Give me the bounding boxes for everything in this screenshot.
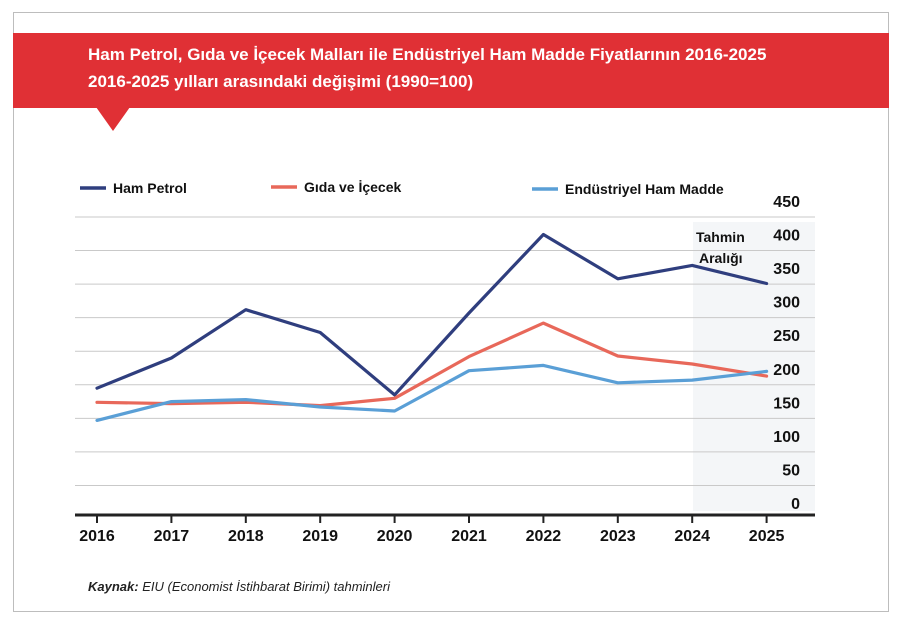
title-line-2: 2016-2025 yılları arasındaki değişimi (1…	[88, 72, 474, 91]
series-line-endustriyel	[95, 363, 769, 422]
y-tick-label: 0	[791, 496, 800, 513]
y-tick-label: 350	[773, 261, 800, 278]
x-tick-labels: 2016 2017 2018 2019 2020 2021 2022 2023 2024 2025	[79, 528, 784, 545]
y-tick-labels: 450 400 350 300 250 200 150 100 50 0	[773, 194, 800, 513]
x-tick-label: 2021	[451, 528, 487, 545]
legend-label-endustriyel: Endüstriyel Ham Madde	[565, 181, 724, 197]
y-tick-label: 450	[773, 194, 800, 211]
y-tick-label: 100	[773, 429, 800, 446]
y-tick-label: 150	[773, 395, 800, 412]
series-line-gida	[95, 321, 769, 408]
forecast-label-line-2: Aralığı	[699, 250, 743, 266]
x-tick-label: 2017	[154, 528, 190, 545]
source-note: Kaynak: EIU (Economist İstihbarat Birimi…	[88, 579, 390, 594]
x-tick-label: 2024	[674, 528, 710, 545]
legend-label-ham_petrol: Ham Petrol	[113, 180, 187, 196]
grid-lines	[75, 216, 815, 486]
x-axis	[75, 513, 815, 523]
source-label: Kaynak:	[88, 579, 139, 594]
x-tick-label: 2018	[228, 528, 264, 545]
y-tick-label: 400	[773, 228, 800, 245]
x-tick-label: 2023	[600, 528, 636, 545]
y-tick-label: 50	[782, 462, 800, 479]
series-line-ham_petrol	[95, 232, 769, 397]
x-tick-label: 2019	[302, 528, 338, 545]
series-lines	[95, 232, 769, 422]
title-banner	[13, 33, 889, 108]
x-tick-label: 2025	[749, 528, 785, 545]
source-text: EIU (Economist İstihbarat Birimi) tahmin…	[142, 579, 390, 594]
title-line-1: Ham Petrol, Gıda ve İçecek Malları ile E…	[88, 45, 767, 64]
legend: Ham Petrol Gıda ve İçecek Endüstriyel Ham …	[80, 179, 724, 197]
x-tick-label: 2020	[377, 528, 413, 545]
y-tick-label: 200	[773, 362, 800, 379]
banner-pointer	[96, 107, 130, 131]
x-tick-label: 2022	[526, 528, 562, 545]
y-tick-label: 300	[773, 295, 800, 312]
chart-title: Ham Petrol, Gıda ve İçecek Malları ile E…	[88, 41, 878, 95]
legend-label-gida: Gıda ve İçecek	[304, 179, 402, 195]
x-tick-label: 2016	[79, 528, 115, 545]
forecast-label-line-1: Tahmin	[696, 229, 745, 245]
y-tick-label: 250	[773, 328, 800, 345]
